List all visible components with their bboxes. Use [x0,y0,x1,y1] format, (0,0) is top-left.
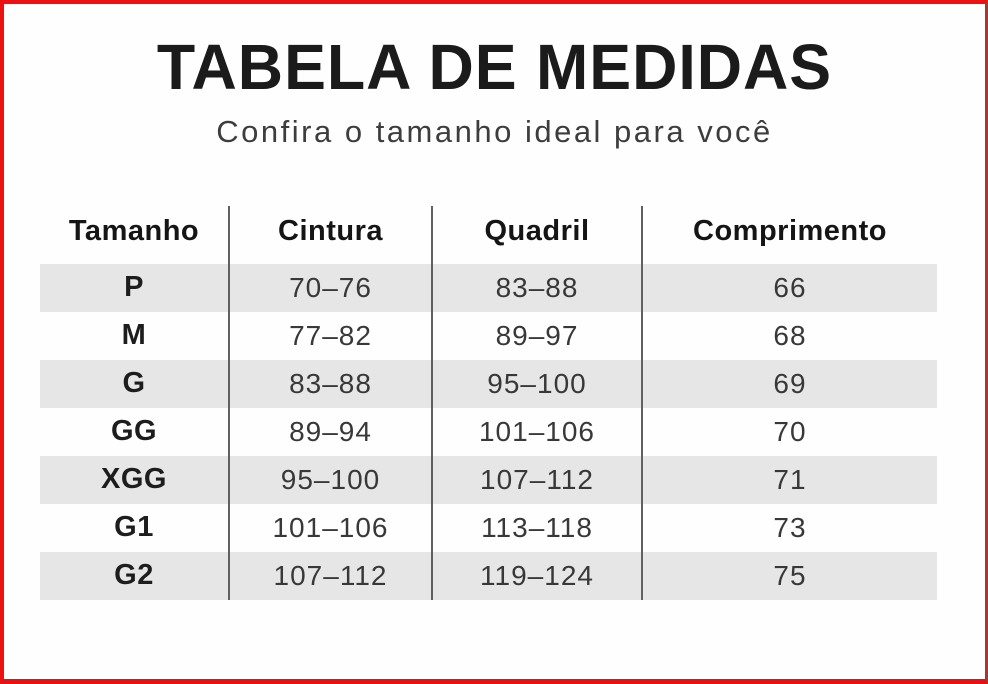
comprimento-value: 71 [641,455,937,504]
table-row-gg: GG 89–94 101–106 70 [40,407,937,456]
size-table-header: Tamanho Cintura Quadril Comprimento [40,205,937,264]
table-row-g: G 83–88 95–100 69 [40,359,937,408]
size-label: P [40,263,229,312]
page-subtitle: Confira o tamanho ideal para você [216,113,773,149]
size-label: XGG [40,455,229,504]
header-row: Tamanho Cintura Quadril Comprimento [40,205,937,264]
cintura-value: 70–76 [228,263,432,312]
comprimento-value: 68 [641,311,937,360]
size-table-body: P 70–76 83–88 66 M 77–82 89–97 68 G 83–8… [40,263,937,600]
size-label: G1 [114,511,154,544]
page-title: TABELA DE MEDIDAS [156,31,833,103]
size-table: Tamanho Cintura Quadril Comprimento P 70… [40,205,937,600]
quadril-value: 89–97 [431,311,642,360]
size-label: G [40,359,229,408]
quadril-value: 95–100 [431,359,642,408]
quadril-value: 101–106 [431,407,642,456]
quadril-value: 83–88 [431,263,642,312]
table-row-g2: G2 107–112 119–124 75 [40,551,937,600]
comprimento-value: 75 [641,551,937,600]
cintura-value: 77–82 [228,311,432,360]
table-row-g1: G1 101–106 113–118 73 [40,503,937,552]
table-row-xgg: XGG 95–100 107–112 71 [40,455,937,504]
comprimento-value: 69 [641,359,937,408]
column-header-quadril: Quadril [431,205,642,264]
column-header-cintura: Cintura [228,205,432,264]
table-row-p: P 70–76 83–88 66 [40,263,937,312]
column-header-tamanho: Tamanho [68,215,200,248]
comprimento-value: 66 [641,263,937,312]
size-label: GG [110,415,158,448]
quadril-value: 119–124 [431,551,642,600]
cintura-value: 107–112 [228,551,432,600]
cintura-value: 95–100 [228,455,432,504]
comprimento-value: 73 [641,503,937,552]
size-label: G2 [40,551,229,600]
comprimento-value: 70 [641,407,937,456]
cintura-value: 83–88 [228,359,432,408]
quadril-value: 113–118 [431,503,642,552]
quadril-value: 107–112 [431,455,642,504]
cintura-value: 89–94 [228,407,432,456]
size-label: M [121,319,147,352]
table-row-m: M 77–82 89–97 68 [40,311,937,360]
column-header-comprimento: Comprimento [641,205,937,264]
cintura-value: 101–106 [228,503,432,552]
